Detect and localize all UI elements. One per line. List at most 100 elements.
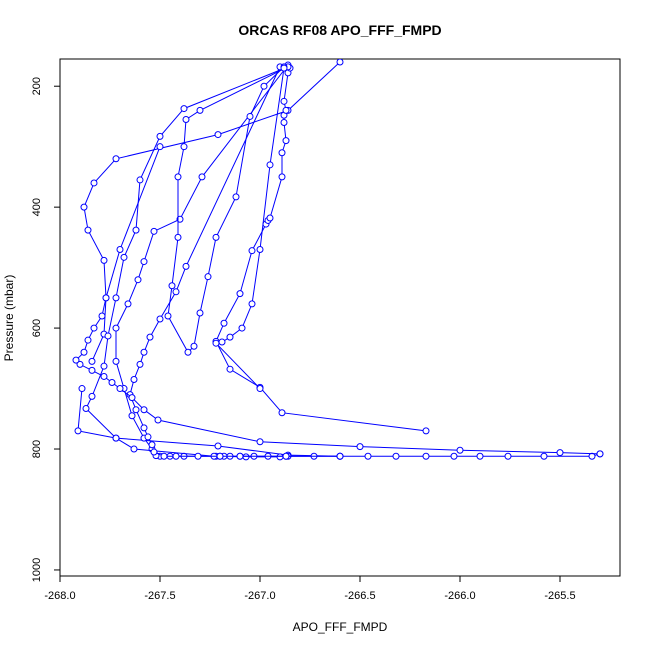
data-point [144, 433, 152, 441]
data-point [198, 173, 206, 181]
y-tick-label: 600 [31, 319, 43, 337]
data-point [128, 412, 136, 420]
data-point [260, 82, 268, 90]
data-point [100, 362, 108, 370]
data-point [184, 348, 192, 356]
data-point [154, 416, 162, 424]
data-point [174, 173, 182, 181]
data-point [182, 262, 190, 270]
data-point [156, 315, 164, 323]
data-point [422, 452, 430, 460]
data-point [150, 448, 158, 456]
x-tick-label: -266.5 [344, 590, 375, 602]
data-point [88, 366, 96, 374]
data-point [168, 282, 176, 290]
data-point [76, 360, 84, 368]
data-point [130, 375, 138, 383]
data-point [194, 452, 202, 460]
data-point [124, 300, 132, 308]
data-point [82, 405, 90, 413]
data-point [88, 357, 96, 365]
data-point [160, 452, 168, 460]
data-point [116, 385, 124, 393]
data-point [190, 342, 198, 350]
data-point [212, 339, 220, 347]
data-point [212, 233, 220, 241]
data-point [282, 106, 290, 114]
data-point [84, 336, 92, 344]
data-point [134, 276, 142, 284]
data-point [232, 193, 240, 201]
x-tick-label: -265.5 [544, 590, 575, 602]
data-point [102, 294, 110, 302]
data-point [246, 112, 254, 120]
data-point [104, 332, 112, 340]
data-point [280, 64, 288, 72]
data-point [504, 452, 512, 460]
data-point [204, 273, 212, 281]
data-point [248, 300, 256, 308]
data-point [146, 333, 154, 341]
data-point [148, 441, 156, 449]
data-point [84, 226, 92, 234]
data-point [132, 406, 140, 414]
data-point [214, 442, 222, 450]
data-point [140, 406, 148, 414]
data-point [116, 245, 124, 253]
data-point [128, 394, 136, 402]
data-point [150, 227, 158, 235]
data-point [132, 226, 140, 234]
data-point [220, 319, 228, 327]
data-point [196, 309, 204, 317]
x-tick-label: -266.0 [444, 590, 475, 602]
data-point [256, 385, 264, 393]
data-point [90, 179, 98, 187]
data-point [136, 360, 144, 368]
data-point [476, 452, 484, 460]
data-point [140, 424, 148, 432]
x-tick-label: -267.5 [144, 590, 175, 602]
series-7 [72, 143, 604, 458]
data-layer [72, 59, 604, 461]
data-point [238, 324, 246, 332]
y-axis: 200 400 600 800 1000 [31, 77, 60, 582]
data-point [120, 253, 128, 261]
data-point [108, 379, 116, 387]
data-point [156, 143, 164, 151]
data-point [596, 450, 604, 458]
data-point [156, 132, 164, 140]
data-point [282, 452, 290, 460]
y-tick-label: 800 [31, 440, 43, 458]
data-point [112, 294, 120, 302]
data-point [336, 59, 344, 66]
data-point [422, 427, 430, 435]
data-point [174, 233, 182, 241]
data-point [336, 452, 344, 460]
data-point [90, 324, 98, 332]
data-point [180, 143, 188, 151]
data-point [278, 409, 286, 417]
data-point [218, 338, 226, 346]
data-point [78, 385, 86, 393]
data-point [540, 452, 548, 460]
data-point [450, 452, 458, 460]
data-point [226, 365, 234, 373]
data-point [100, 372, 108, 380]
data-point [214, 131, 222, 139]
data-point [180, 105, 188, 113]
y-tick-label: 200 [31, 77, 43, 95]
chart-title: ORCAS RF08 APO_FFF_FMPD [238, 22, 441, 38]
data-point [164, 312, 172, 320]
data-point [276, 453, 284, 461]
y-tick-label: 400 [31, 198, 43, 216]
data-point [356, 443, 364, 451]
data-point [280, 118, 288, 126]
data-point [136, 176, 144, 184]
data-point [130, 445, 138, 453]
data-point [88, 392, 96, 400]
x-tick-label: -268.0 [44, 590, 75, 602]
data-point [242, 453, 250, 461]
data-point [248, 247, 256, 255]
y-axis-label: Pressure (mbar) [2, 275, 16, 362]
